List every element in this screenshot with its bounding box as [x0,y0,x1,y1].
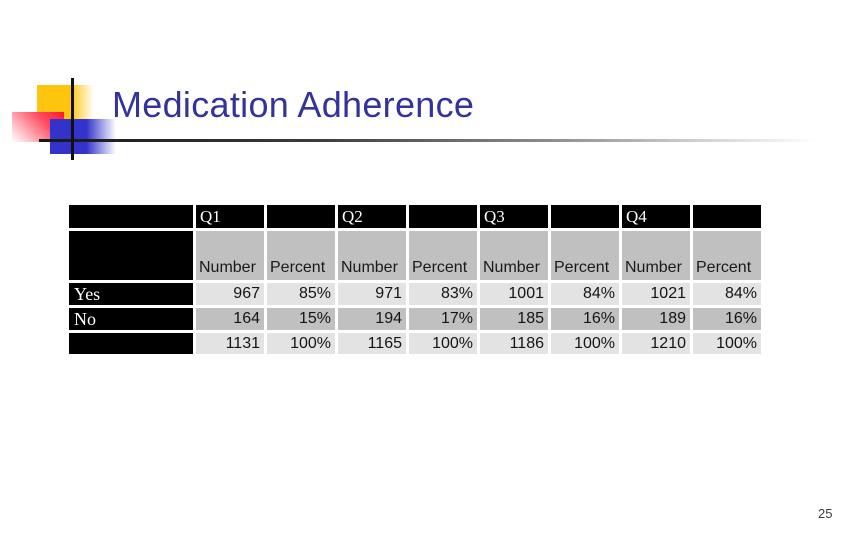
row-label-no: No [69,308,193,330]
cell-q3-number: 185 [480,308,548,330]
cell-q4-number: 189 [622,308,690,330]
cell-q1-number: 967 [196,283,264,305]
row-label-yes: Yes [69,283,193,305]
cell-q1-percent-total: 100% [267,333,335,354]
quarter-header-q1: Q1 [196,205,264,228]
page-number: 25 [818,506,833,521]
logo-blue-bar [50,119,116,154]
cell-q2-percent: 83% [409,283,477,305]
quarter-header-q4: Q4 [622,205,690,228]
subheader-percent: Percent [551,231,619,280]
cell-q4-number-total: 1210 [622,333,690,354]
logo-vertical-line [71,78,74,160]
cell-q2-percent: 17% [409,308,477,330]
slide-title: Medication Adherence [112,84,475,125]
subheader-number: Number [338,231,406,280]
row-label-total [69,333,193,354]
quarter-header-spacer [693,205,761,228]
quarter-header-spacer [551,205,619,228]
cell-q1-number: 164 [196,308,264,330]
subheader-percent: Percent [693,231,761,280]
quarter-header-q3: Q3 [480,205,548,228]
cell-q3-percent: 16% [551,308,619,330]
corner-cell [69,205,193,228]
subheader-row: Number Percent Number Percent Number Per… [69,231,761,280]
cell-q1-percent: 15% [267,308,335,330]
subheader-percent: Percent [267,231,335,280]
subheader-percent: Percent [409,231,477,280]
cell-q1-number-total: 1131 [196,333,264,354]
cell-q3-number-total: 1186 [480,333,548,354]
subheader-number: Number [196,231,264,280]
cell-q3-percent-total: 100% [551,333,619,354]
medication-adherence-table: Q1 Q2 Q3 Q4 Number Percent Number Percen… [66,202,764,357]
cell-q2-number: 194 [338,308,406,330]
cell-q2-number-total: 1165 [338,333,406,354]
cell-q4-number: 1021 [622,283,690,305]
cell-q2-number: 971 [338,283,406,305]
row-label-cell [69,231,193,280]
subheader-number: Number [480,231,548,280]
quarter-header-q2: Q2 [338,205,406,228]
cell-q4-percent: 16% [693,308,761,330]
cell-q2-percent-total: 100% [409,333,477,354]
cell-q3-percent: 84% [551,283,619,305]
cell-q1-percent: 85% [267,283,335,305]
table-row-total: 1131 100% 1165 100% 1186 100% 1210 100% [69,333,761,354]
cell-q4-percent-total: 100% [693,333,761,354]
cell-q4-percent: 84% [693,283,761,305]
table-row-yes: Yes 967 85% 971 83% 1001 84% 1021 84% [69,283,761,305]
table-row-no: No 164 15% 194 17% 185 16% 189 16% [69,308,761,330]
subheader-number: Number [622,231,690,280]
quarter-header-spacer [267,205,335,228]
quarter-header-spacer [409,205,477,228]
quarter-header-row: Q1 Q2 Q3 Q4 [69,205,761,228]
title-underline [39,139,834,142]
cell-q3-number: 1001 [480,283,548,305]
